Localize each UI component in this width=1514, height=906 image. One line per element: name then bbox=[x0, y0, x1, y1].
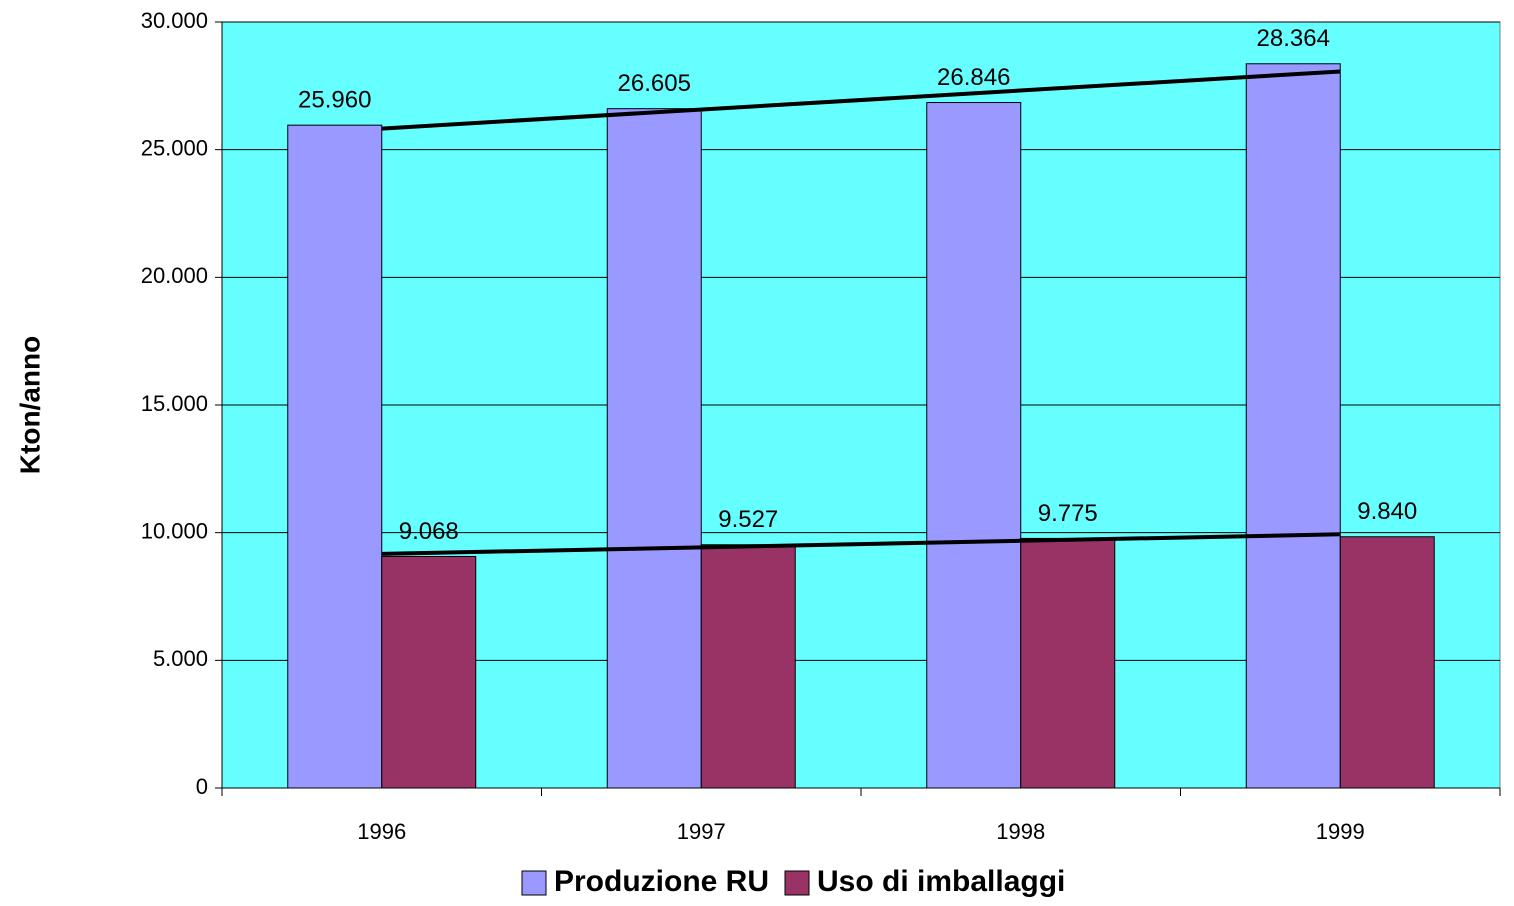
data-label: 9.775 bbox=[1038, 500, 1098, 527]
data-label: 9.068 bbox=[399, 518, 459, 545]
y-tick-label: 30.000 bbox=[141, 8, 208, 33]
y-tick-label: 0 bbox=[196, 774, 208, 799]
bar bbox=[381, 555, 477, 789]
data-label: 9.527 bbox=[718, 506, 778, 533]
bar bbox=[700, 544, 796, 789]
x-tick-label: 1997 bbox=[677, 819, 726, 844]
bar bbox=[926, 102, 1022, 789]
bar bbox=[1020, 537, 1116, 789]
legend-swatch bbox=[784, 870, 810, 896]
y-tick-label: 10.000 bbox=[141, 518, 208, 543]
legend-label: Produzione RU bbox=[554, 865, 769, 898]
legend-label: Uso di imballaggi bbox=[817, 865, 1065, 898]
y-tick-label: 15.000 bbox=[141, 391, 208, 416]
bar bbox=[606, 108, 702, 789]
x-tick-label: 1996 bbox=[357, 819, 406, 844]
x-tick-label: 1998 bbox=[996, 819, 1045, 844]
y-tick-label: 25.000 bbox=[141, 135, 208, 160]
data-label: 9.840 bbox=[1357, 498, 1417, 525]
bar bbox=[1245, 63, 1341, 789]
data-label: 26.846 bbox=[937, 64, 1010, 91]
data-label: 26.605 bbox=[618, 70, 691, 97]
bar bbox=[287, 124, 383, 789]
bar bbox=[1339, 536, 1435, 789]
trend-line bbox=[381, 69, 1341, 131]
y-axis-label: Kton/anno bbox=[14, 336, 45, 474]
x-tick-label: 1999 bbox=[1316, 819, 1365, 844]
legend-swatch bbox=[521, 870, 547, 896]
trend-line bbox=[381, 532, 1341, 556]
y-tick-label: 5.000 bbox=[153, 646, 208, 671]
y-tick-label: 20.000 bbox=[141, 263, 208, 288]
data-label: 28.364 bbox=[1257, 25, 1330, 52]
data-label: 25.960 bbox=[298, 86, 371, 113]
